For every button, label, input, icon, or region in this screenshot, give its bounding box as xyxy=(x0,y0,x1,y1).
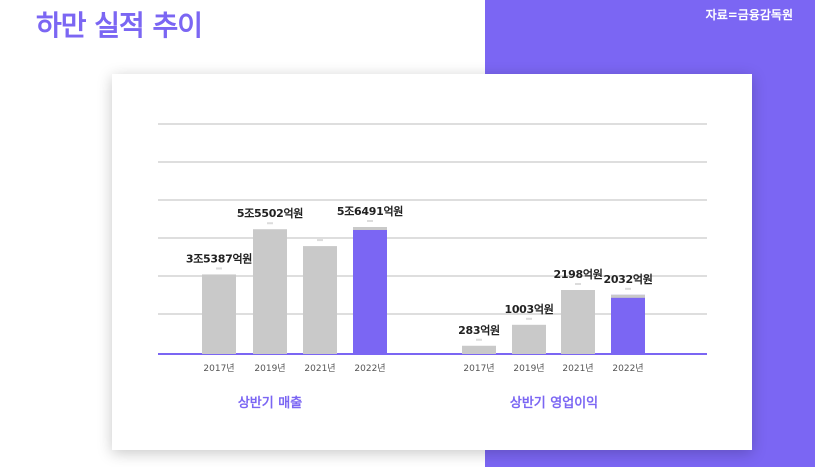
value-label-1-3: 2032억원 xyxy=(603,272,652,286)
bar-cap-1-3 xyxy=(611,294,645,298)
chart-svg: 3조5387억원 2017년 5조5502억원 2019년 2021년 5조6491억원 2… xyxy=(158,123,707,411)
bar-0-0 xyxy=(202,274,236,354)
value-label-0-3: 5조6491억원 xyxy=(337,204,403,218)
bar-0-1 xyxy=(253,229,287,354)
bar-marker-1-1 xyxy=(526,317,532,320)
chart-title-1: 상반기 영업이익 xyxy=(510,395,598,411)
value-label-0-0: 3조5387억원 xyxy=(186,251,252,265)
category-label-1-1: 2019년 xyxy=(513,363,544,374)
category-label-0-1: 2019년 xyxy=(254,363,285,374)
chart-card: 3조5387억원 2017년 5조5502억원 2019년 2021년 5조6491억원 2… xyxy=(112,74,752,450)
source-note: 자료=금융감독원 xyxy=(705,8,793,22)
value-label-1-2: 2198억원 xyxy=(553,267,602,281)
bar-marker-0-1 xyxy=(267,222,273,225)
category-label-1-3: 2022년 xyxy=(612,363,643,374)
bar-1-3 xyxy=(611,294,645,354)
category-label-1-2: 2021년 xyxy=(562,363,593,374)
bar-marker-1-2 xyxy=(575,283,581,285)
category-label-0-0: 2017년 xyxy=(203,363,234,374)
bar-cap-0-3 xyxy=(353,227,387,230)
bar-marker-0-2 xyxy=(317,239,323,242)
bar-marker-1-0 xyxy=(476,338,482,341)
bar-1-1 xyxy=(512,324,546,354)
bar-1-0 xyxy=(462,345,496,354)
category-label-0-3: 2022년 xyxy=(354,363,385,374)
bar-1-2 xyxy=(561,290,595,354)
category-label-0-2: 2021년 xyxy=(304,363,335,374)
bar-0-3 xyxy=(353,227,387,354)
value-label-1-1: 1003억원 xyxy=(504,302,553,316)
bar-0-2 xyxy=(303,246,337,354)
bar-marker-1-3 xyxy=(625,287,631,290)
value-label-0-1: 5조5502억원 xyxy=(237,206,303,220)
category-label-1-0: 2017년 xyxy=(463,363,494,374)
value-label-1-0: 283억원 xyxy=(458,323,500,337)
bar-marker-0-3 xyxy=(367,220,373,222)
chart-title-0: 상반기 매출 xyxy=(238,395,302,411)
page-title: 하만 실적 추이 xyxy=(36,9,203,42)
bar-marker-0-0 xyxy=(216,267,222,270)
